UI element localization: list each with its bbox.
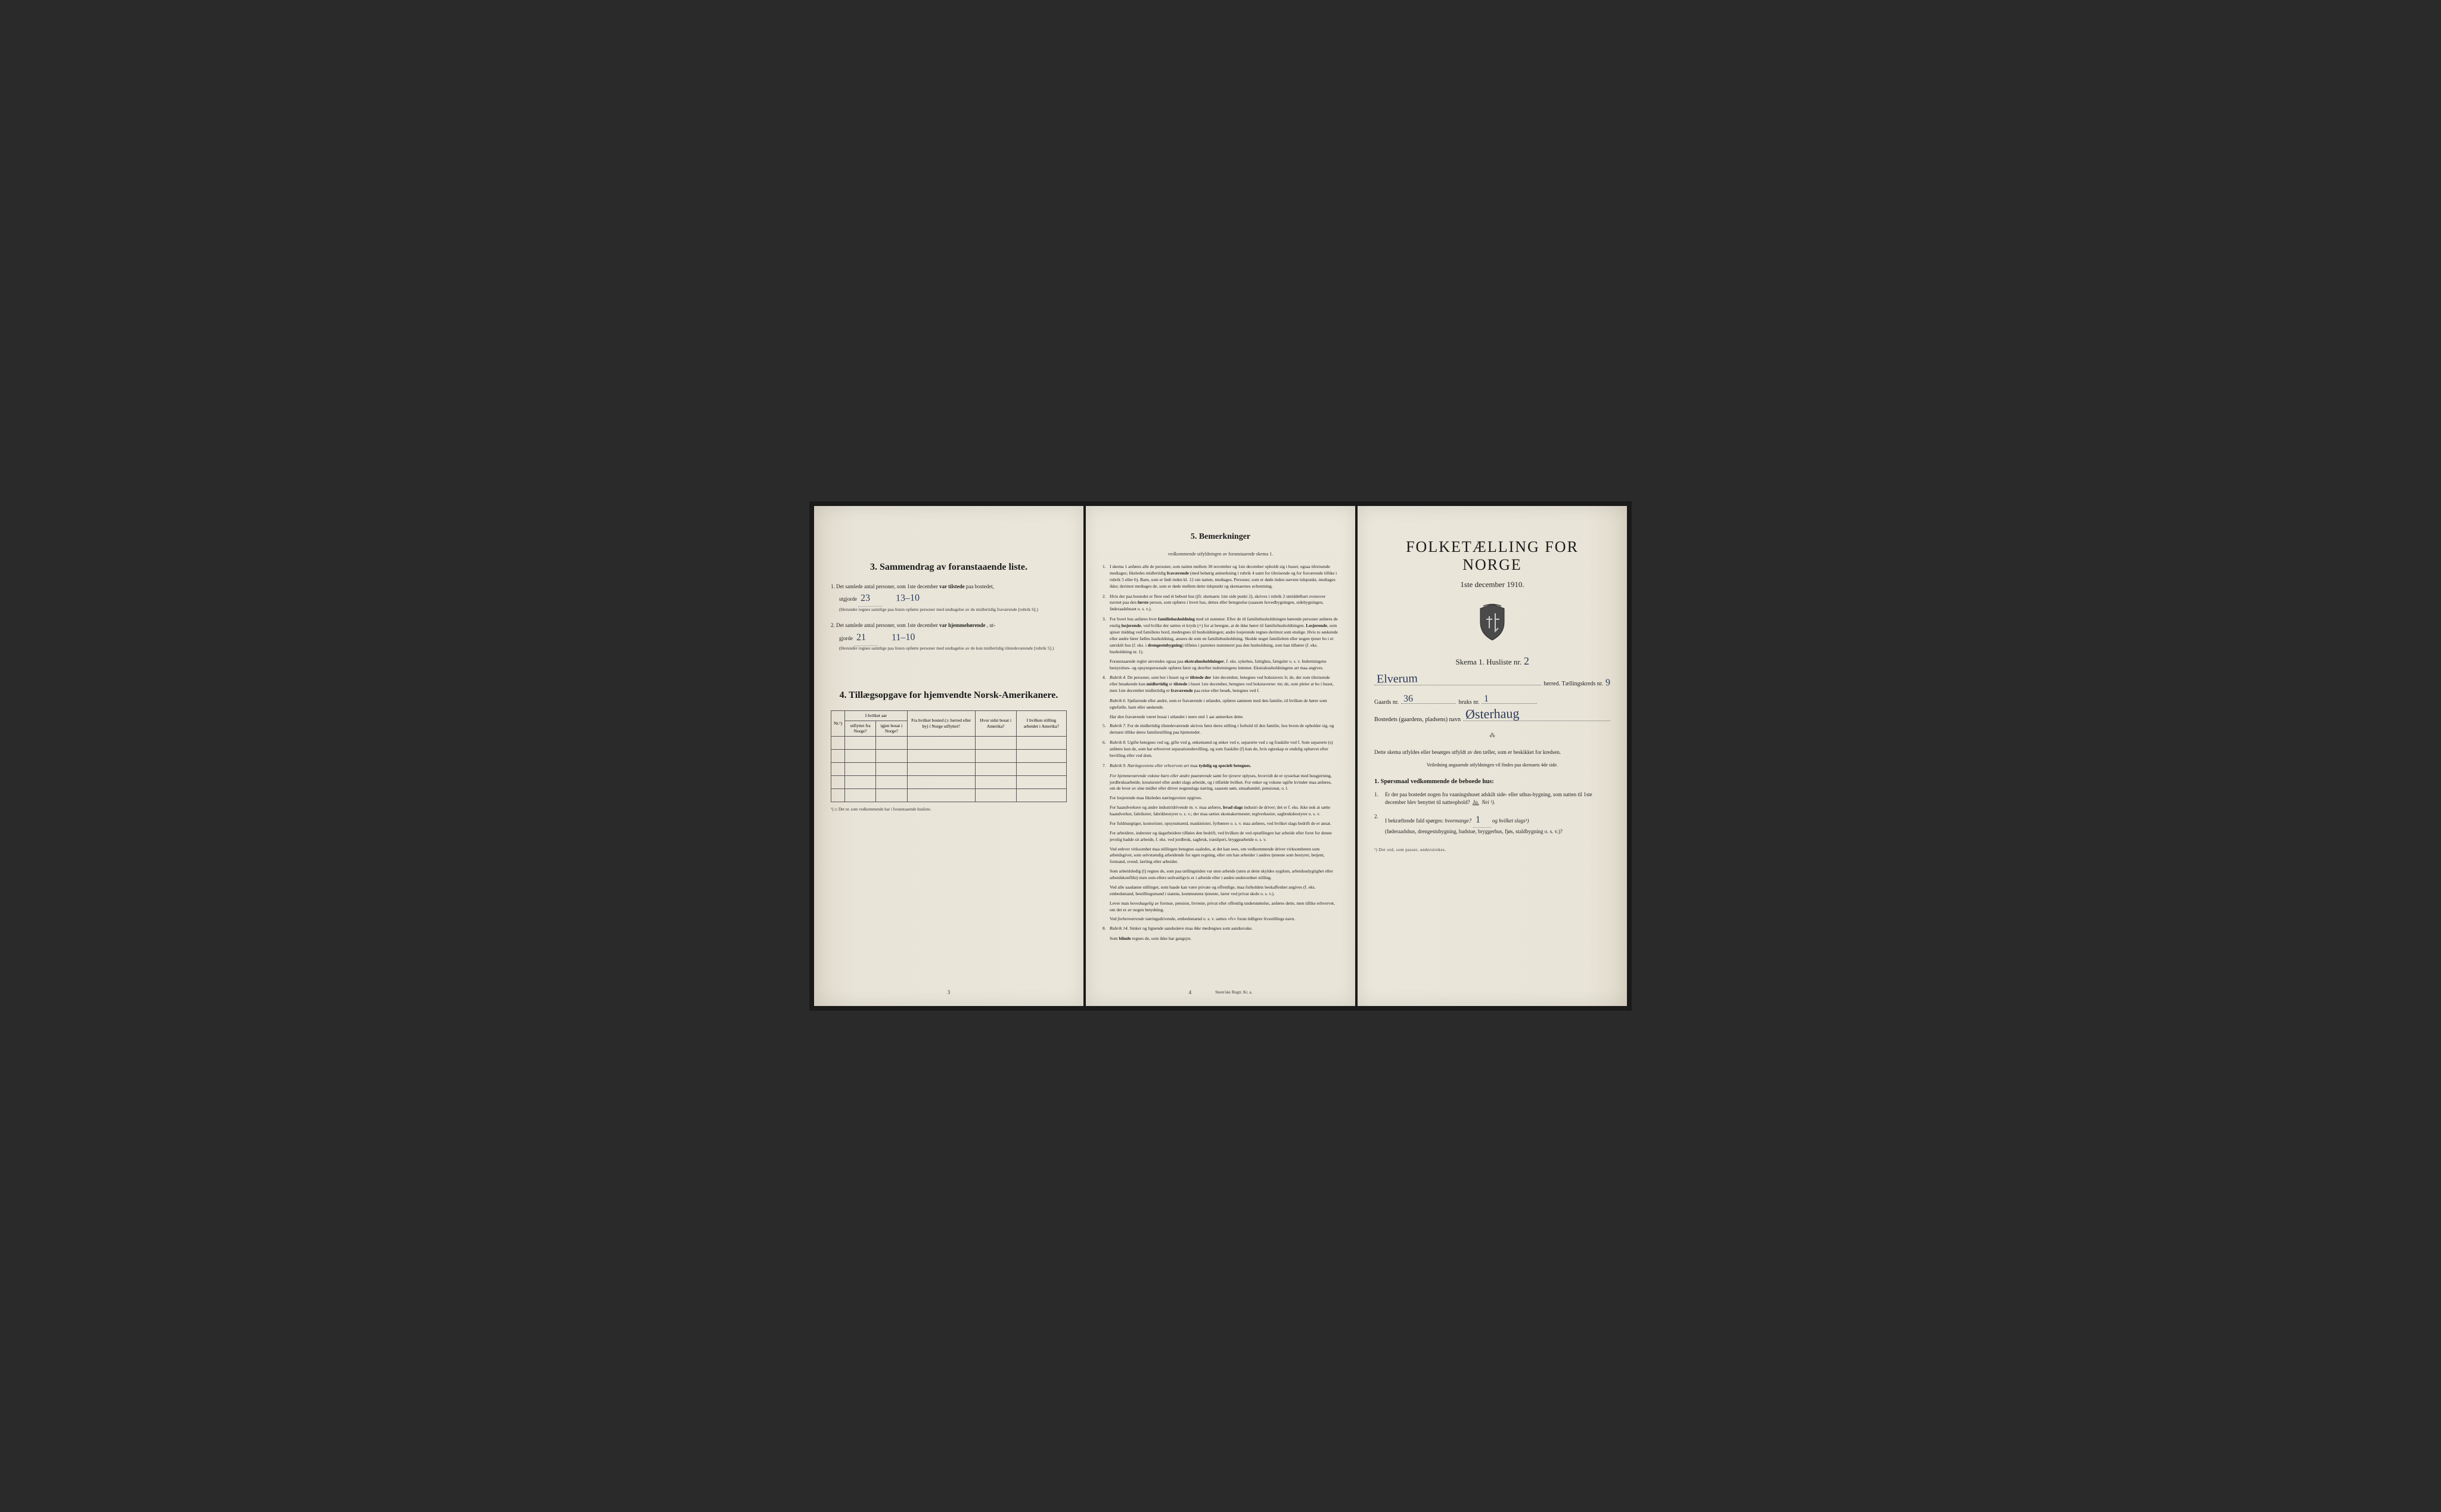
handwritten-gaard: 36 [1403, 694, 1413, 704]
document-container: 3. Sammendrag av foranstaaende liste. 1.… [809, 501, 1632, 1011]
gaard-line: Gaards nr. 36 bruks nr. 1 [1374, 696, 1610, 706]
section-5-title: 5. Bemerkninger [1103, 532, 1338, 542]
instruction-item: Ved forhenværende næringsdrivende, embed… [1103, 916, 1338, 923]
instruction-item: 2.Hvis der paa bostedet er flere end ét … [1103, 594, 1338, 613]
instruction-item: 6.Rubrik 8. Ugifte betegnes ved ug, gift… [1103, 740, 1338, 759]
instruction-item: For losjerende maa likeledes næringsveie… [1103, 795, 1338, 802]
th-nr: Nr.¹) [831, 710, 845, 736]
summary-item-2: 2. Det samlede antal personer, som 1ste … [831, 621, 1067, 651]
instruction-item: For fuldmægtiger, kontorister, opsynsmæn… [1103, 821, 1338, 827]
question-section-title: 1. Spørsmaal vedkommende de beboede hus: [1374, 778, 1610, 785]
page-3-summary: 3. Sammendrag av foranstaaende liste. 1.… [814, 506, 1083, 1006]
handwritten-breakdown-2: 11–10 [892, 630, 915, 645]
table-row [831, 750, 1067, 763]
page-1-cover: FOLKETÆLLING FOR NORGE 1ste december 191… [1358, 506, 1627, 1006]
handwritten-breakdown-1: 13–10 [896, 591, 920, 606]
instruction-item: Foranstaaende regler anvendes ogsaa paa … [1103, 659, 1338, 672]
th-emigrated: utflyttet fra Norge? [845, 721, 876, 737]
main-title: FOLKETÆLLING FOR NORGE [1374, 538, 1610, 574]
questions-section: 1. Spørsmaal vedkommende de beboede hus:… [1374, 778, 1610, 836]
th-from: Fra hvilket bosted (ɔ: herred eller by) … [907, 710, 975, 736]
handwritten-howmany: 1 [1475, 812, 1480, 827]
handwritten-kreds: 9 [1605, 678, 1610, 688]
instruction-item: Lever man hovedsagelig av formue, pensio… [1103, 901, 1338, 914]
table-row [831, 776, 1067, 789]
page-number: 3 [948, 989, 951, 995]
answer-nei: Nei ¹). [1482, 799, 1495, 805]
section-5-subtitle: vedkommende utfyldningen av foranstaaend… [1103, 551, 1338, 557]
instruction-item: 1.I skema 1 anføres alle de personer, so… [1103, 564, 1338, 590]
bosted-line: Bostedets (gaardens, pladsens) navn Øste… [1374, 713, 1610, 723]
instruction-item: Som arbeidsledig (l) regnes de, som paa … [1103, 868, 1338, 881]
table-row [831, 789, 1067, 802]
instruction-item: Ved enhver virksomhet maa stillingen bet… [1103, 846, 1338, 866]
handwritten-bruk: 1 [1484, 694, 1489, 704]
instruction-item: For hjemmeværende voksne barn eller andr… [1103, 773, 1338, 793]
herred-line: Elverum herred. Tællingskreds nr. 9 [1374, 677, 1610, 688]
section-4-title: 4. Tillægsopgave for hjemvendte Norsk-Am… [831, 690, 1067, 701]
instruction-item: 7.Rubrik 9. Næringsveiens eller erhverve… [1103, 763, 1338, 769]
instruction-item: For arbeidere, inderster og dagarbeidere… [1103, 830, 1338, 843]
handwritten-total-1: 23 [858, 591, 882, 607]
th-occupation: I hvilken stilling arbeidet i Amerika? [1016, 710, 1066, 736]
coat-of-arms-icon [1474, 601, 1510, 643]
page-number: 4 [1189, 989, 1192, 995]
instruction-item: 8.Rubrik 14. Sinker og lignende aandsslø… [1103, 926, 1338, 932]
th-where: Hvor sidst bosat i Amerika? [975, 710, 1016, 736]
info-text-2: Veiledning angaaende utfyldningen vil fi… [1374, 762, 1610, 769]
instruction-item: Har den fraværende været bosat i utlande… [1103, 714, 1338, 721]
table-footnote: ¹) ɔ: Det nr. som vedkommende har i fora… [831, 807, 1067, 812]
skema-line: Skema 1. Husliste nr. 2 [1374, 655, 1610, 667]
question-2: 2. I bekræftende fald spørges: hvormange… [1374, 813, 1610, 836]
instructions-list: 1.I skema 1 anføres alle de personer, so… [1103, 564, 1338, 942]
section-3-title: 3. Sammendrag av foranstaaende liste. [831, 562, 1067, 573]
instruction-item: 5.Rubrik 7. For de midlertidig tilstedev… [1103, 723, 1338, 736]
handwritten-husliste-nr: 2 [1523, 655, 1529, 667]
footnote: ¹) Det ord, som passer, understrekes. [1374, 847, 1610, 852]
american-emigrants-table: Nr.¹) I hvilket aar Fra hvilket bosted (… [831, 710, 1067, 802]
answer-ja: Ja. [1473, 799, 1479, 805]
th-year: I hvilket aar [845, 710, 908, 721]
instruction-item: Rubrik 6. Sjøfarende eller andre, som er… [1103, 698, 1338, 711]
instruction-item: 3.For hvert hus anføres hver familiehush… [1103, 616, 1338, 655]
decoration-icon: ⁂ [1374, 732, 1610, 739]
page-footer: 4 Steen'ske Bogtr. Kr. a. [1189, 989, 1253, 995]
handwritten-bosted: Østerhaug [1465, 706, 1520, 722]
table-row [831, 737, 1067, 750]
page-4-instructions: 5. Bemerkninger vedkommende utfyldningen… [1086, 506, 1355, 1006]
instruction-item: For haandverkere og andre industridriven… [1103, 805, 1338, 818]
note-1: (Herunder regnes samtlige paa listen opf… [831, 607, 1067, 613]
table-row [831, 763, 1067, 776]
printer-credit: Steen'ske Bogtr. Kr. a. [1215, 990, 1252, 995]
handwritten-total-2: 21 [854, 630, 878, 646]
info-text-1: Dette skema utfyldes eller besørges utfy… [1374, 749, 1610, 757]
handwritten-herred: Elverum [1377, 672, 1418, 686]
note-2: (Herunder regnes samtlige paa listen opf… [831, 645, 1067, 652]
census-date: 1ste december 1910. [1374, 580, 1610, 589]
summary-item-1: 1. Det samlede antal personer, som 1ste … [831, 582, 1067, 613]
instruction-item: 4.Rubrik 4. De personer, som bor i huset… [1103, 675, 1338, 694]
instruction-item: Som blinde regnes de, som ikke har gangs… [1103, 936, 1338, 942]
question-1: 1. Er der paa bostedet nogen fra vaaning… [1374, 791, 1610, 807]
th-returned: igjen bosat i Norge? [876, 721, 908, 737]
instruction-item: Ved alle saadanne stillinger, som baade … [1103, 884, 1338, 898]
